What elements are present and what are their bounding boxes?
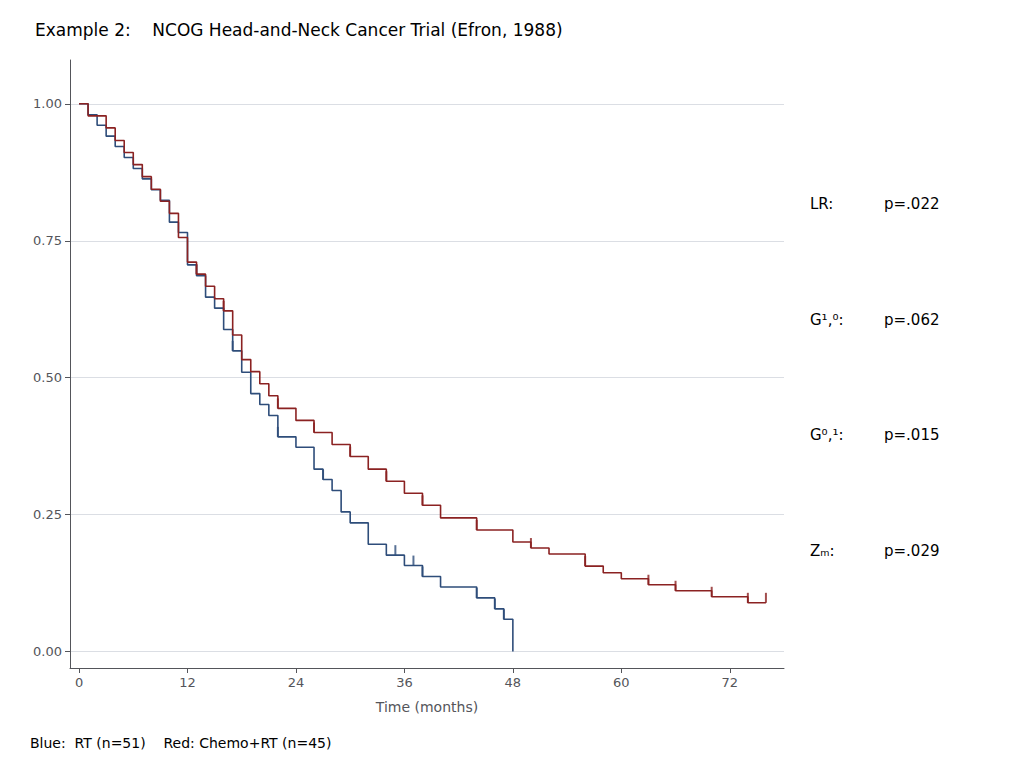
svg-text:G¹,⁰:: G¹,⁰: [810,311,843,329]
svg-text:p=.029: p=.029 [884,542,940,560]
svg-text:48: 48 [505,675,522,690]
svg-text:G⁰,¹:: G⁰,¹: [810,426,843,444]
svg-text:LR:: LR: [810,195,833,213]
svg-text:p=.062: p=.062 [884,311,940,329]
svg-text:36: 36 [396,675,413,690]
svg-text:0.00: 0.00 [33,644,62,659]
svg-text:60: 60 [613,675,630,690]
svg-text:Example 2: NCOG Head-and-Ne: Example 2: NCOG Head-and-Neck Cancer Tri… [35,20,563,40]
svg-text:Zₘ:: Zₘ: [810,542,835,560]
svg-text:Time (months): Time (months) [375,699,478,715]
svg-text:72: 72 [721,675,738,690]
svg-text:1.00: 1.00 [33,96,62,111]
svg-text:p=.015: p=.015 [884,426,940,444]
svg-text:24: 24 [288,675,305,690]
svg-text:12: 12 [179,675,196,690]
svg-text:0.50: 0.50 [33,370,62,385]
svg-text:p=.022: p=.022 [884,195,940,213]
svg-text:Blue: RT (n=51) Red: Chemo: Blue: RT (n=51) Red: Chemo+RT (n=45) [30,735,331,751]
svg-text:0: 0 [75,675,83,690]
svg-text:0.75: 0.75 [33,233,62,248]
svg-text:0.25: 0.25 [33,507,62,522]
